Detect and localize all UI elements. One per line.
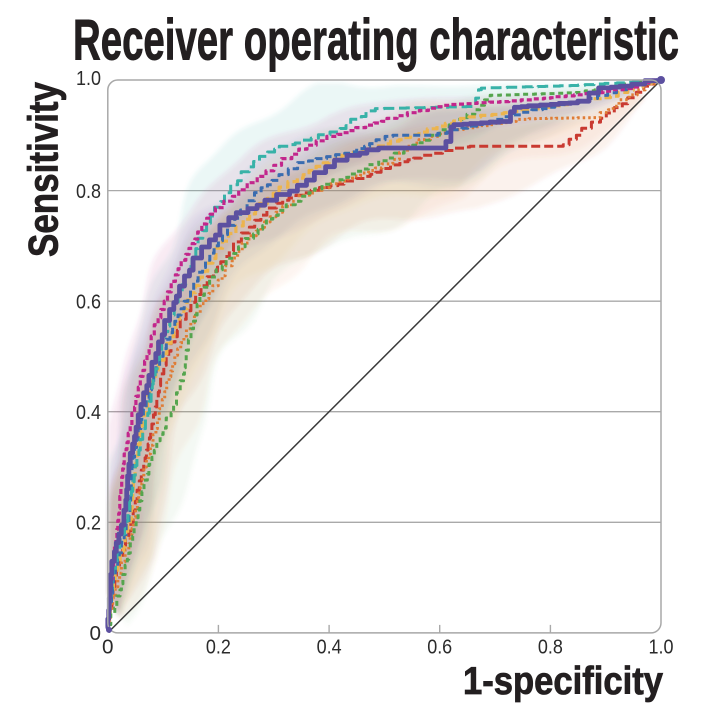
svg-text:0.4: 0.4 <box>76 401 101 424</box>
svg-text:0.8: 0.8 <box>538 636 563 659</box>
svg-text:0.4: 0.4 <box>317 636 342 659</box>
svg-text:Sensitivity: Sensitivity <box>20 81 67 257</box>
svg-text:0.6: 0.6 <box>427 636 452 659</box>
svg-text:0: 0 <box>90 622 102 645</box>
svg-text:0.8: 0.8 <box>76 180 101 203</box>
svg-text:1.0: 1.0 <box>76 67 101 90</box>
svg-text:0: 0 <box>102 636 114 659</box>
svg-text:0.2: 0.2 <box>76 512 101 535</box>
svg-text:0.6: 0.6 <box>76 290 101 313</box>
svg-text:Receiver operating characteris: Receiver operating characteristic <box>73 9 679 73</box>
svg-text:1-specificity: 1-specificity <box>463 660 664 703</box>
svg-text:1.0: 1.0 <box>649 636 674 659</box>
svg-text:0.2: 0.2 <box>206 636 231 659</box>
